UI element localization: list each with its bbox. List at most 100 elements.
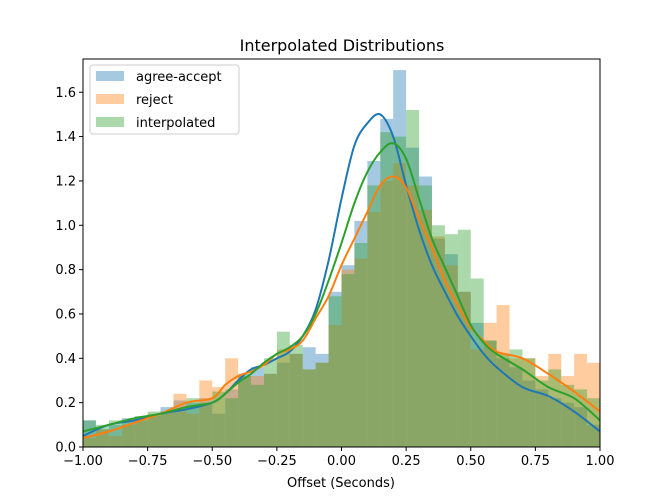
x-tick-label: 1.00 [586, 454, 615, 469]
hist-bar-reject-17 [302, 369, 316, 447]
hist-bar-reject-27 [431, 236, 445, 447]
hist-bar-reject-21 [354, 258, 368, 447]
hist-bar-interpolated-34 [522, 358, 536, 447]
hist-bar-reject-13 [251, 376, 264, 447]
hist-bar-interpolated-27 [431, 225, 445, 447]
x-tick-label: 0.00 [327, 454, 356, 469]
x-tick-label: −0.25 [257, 454, 297, 469]
hist-bar-interpolated-25 [406, 109, 420, 447]
hist-agree-accept [83, 70, 600, 447]
hist-bar-interpolated-24 [393, 136, 407, 447]
hist-bar-interpolated-9 [199, 402, 213, 447]
hist-bar-reject-26 [419, 209, 432, 447]
hist-bar-interpolated-31 [483, 340, 497, 447]
hist-bar-agree-accept-7 [173, 400, 187, 447]
hist-bar-agree-accept-12 [238, 373, 252, 447]
hist-bar-reject-30 [470, 349, 484, 447]
hist-bar-agree-accept-37 [561, 402, 575, 447]
hist-bar-reject-9 [199, 380, 213, 447]
hist-bar-interpolated-35 [535, 380, 549, 447]
y-tick-label: 1.4 [55, 130, 76, 145]
hist-bar-reject-4 [134, 420, 148, 447]
hist-bar-reject-34 [522, 358, 536, 447]
hist-bar-agree-accept-24 [393, 70, 407, 447]
hist-interpolated [83, 109, 600, 447]
hist-bar-interpolated-33 [509, 349, 523, 447]
hist-bar-agree-accept-15 [276, 362, 290, 447]
hist-bar-agree-accept-5 [147, 415, 161, 447]
hist-bar-interpolated-30 [470, 278, 484, 447]
hist-bar-interpolated-26 [419, 185, 432, 447]
hist-bar-interpolated-37 [561, 384, 575, 447]
x-tick-label: −0.75 [128, 454, 168, 469]
hist-bar-agree-accept-11 [225, 389, 239, 447]
hist-bar-reject-19 [328, 325, 342, 447]
hist-bar-reject-16 [289, 353, 303, 447]
x-tick-label: −0.50 [192, 454, 232, 469]
hist-bar-agree-accept-30 [470, 322, 484, 447]
hist-bar-interpolated-22 [367, 185, 381, 447]
legend-box [89, 64, 240, 135]
hist-reject [83, 163, 600, 447]
hist-bar-agree-accept-19 [328, 291, 342, 447]
hist-bar-interpolated-8 [186, 398, 200, 447]
hist-bar-interpolated-38 [574, 389, 588, 447]
hist-bar-reject-3 [121, 424, 135, 447]
y-tick-label: 1.2 [55, 174, 76, 189]
hist-bar-reject-31 [483, 322, 497, 447]
y-tick-label: 0.8 [55, 263, 76, 278]
hist-bar-reject-38 [574, 353, 588, 447]
hist-bar-agree-accept-10 [212, 413, 226, 447]
hist-bar-interpolated-28 [444, 234, 458, 447]
hist-bar-interpolated-2 [108, 420, 122, 447]
x-tick-label: 0.25 [392, 454, 421, 469]
hist-bar-agree-accept-8 [186, 402, 200, 447]
hist-bar-interpolated-16 [289, 345, 303, 447]
hist-bar-reject-14 [263, 373, 277, 447]
hist-bar-reject-2 [108, 435, 122, 447]
hist-bar-interpolated-21 [354, 243, 368, 447]
hist-bar-agree-accept-26 [419, 176, 432, 447]
axis-ticks: −1.00 −0.75 −0.50 −0.25 0.00 0.25 0.50 0.75 1.00… [55, 86, 614, 469]
hist-bar-agree-accept-27 [431, 238, 445, 447]
hist-bar-agree-accept-32 [496, 358, 510, 447]
hist-bar-agree-accept-38 [574, 407, 588, 447]
x-axis-label: Offset (Seconds) [287, 476, 395, 491]
hist-bar-interpolated-32 [496, 353, 510, 447]
kde-line-reject [82, 175, 601, 440]
hist-bar-agree-accept-21 [354, 220, 368, 447]
hist-bar-interpolated-19 [328, 296, 342, 447]
hist-bar-agree-accept-9 [199, 398, 213, 447]
hist-bar-agree-accept-20 [341, 265, 355, 447]
hist-bar-reject-8 [186, 413, 200, 447]
hist-bar-reject-22 [367, 211, 381, 447]
hist-bar-agree-accept-39 [587, 424, 600, 447]
y-tick-label: 1.0 [55, 219, 76, 234]
y-tick-label: 0.6 [55, 307, 76, 322]
legend-swatch-reject [96, 94, 124, 104]
legend-label-reject: reject [136, 93, 173, 108]
hist-bar-reject-32 [496, 305, 510, 447]
hist-bar-interpolated-14 [263, 358, 277, 447]
hist-bar-agree-accept-28 [444, 254, 458, 447]
plot-area [82, 70, 601, 447]
y-tick-label: 0.4 [55, 352, 76, 367]
hist-bar-interpolated-10 [212, 391, 226, 447]
hist-bar-interpolated-20 [341, 274, 355, 447]
hist-bar-reject-20 [341, 269, 355, 447]
legend: agree-accept reject interpolated [89, 64, 240, 135]
hist-bar-agree-accept-34 [522, 380, 536, 447]
hist-bar-agree-accept-22 [367, 160, 381, 447]
hist-bar-interpolated-4 [134, 415, 148, 447]
hist-bar-agree-accept-33 [509, 367, 523, 447]
hist-bar-interpolated-18 [315, 362, 329, 447]
hist-bar-reject-5 [147, 413, 161, 447]
hist-bar-interpolated-23 [380, 132, 394, 447]
y-tick-label: 1.6 [55, 86, 76, 101]
legend-label-agree-accept: agree-accept [136, 70, 222, 85]
hist-bar-interpolated-11 [225, 398, 239, 447]
hist-bar-interpolated-1 [95, 424, 109, 447]
hist-bar-interpolated-12 [238, 376, 252, 447]
